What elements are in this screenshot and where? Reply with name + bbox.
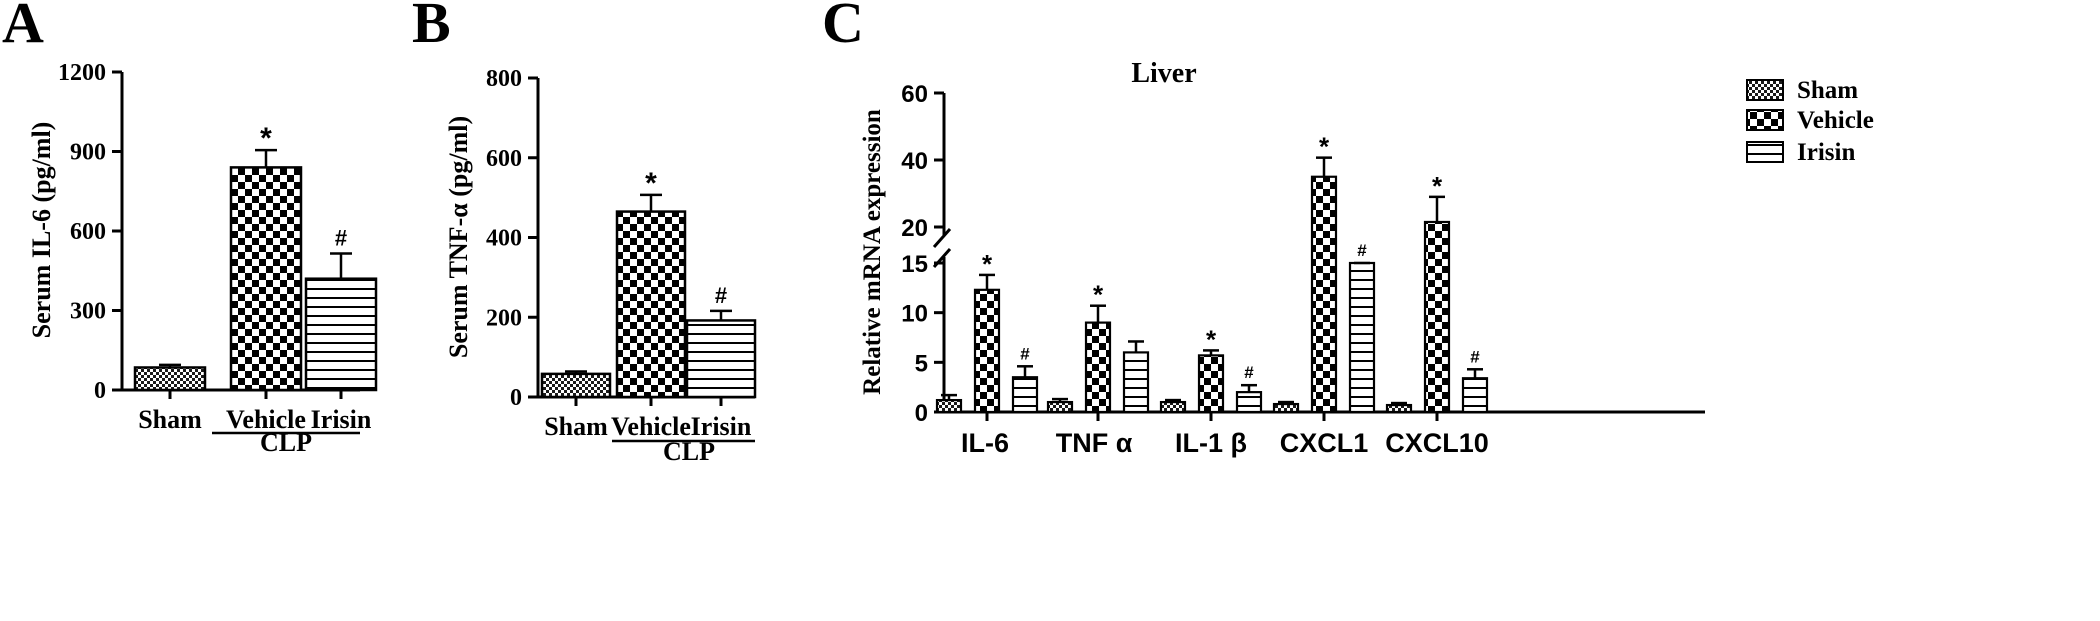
panel-a-chart: 0 300 600 900 1200 Sham Vehicle * Irisin #: [58, 60, 378, 435]
panel-a-y-tick-label: 1200: [58, 60, 106, 86]
panel-c-chart: 0 5 10 15 20 40 60 IL-6 * # TNF α * IL-1 β * # CXCL1 * # C…: [901, 81, 1705, 458]
panel-b-x-tick-label: Sham: [544, 412, 608, 441]
panel-c-bar-sham-il6: [935, 398, 963, 414]
panel-a-x-tick-label: Vehicle: [226, 405, 306, 434]
panel-c-y-axis-label: Relative mRNA expression: [859, 109, 886, 395]
panel-b-bar-irisin: [685, 319, 757, 399]
panel-c-y-tick-label: 40: [901, 148, 928, 175]
panel-b-bar-sham: [540, 372, 612, 399]
panel-a-x-tick-label: Irisin: [311, 405, 372, 434]
panel-c-bar-sham-tnf: [1046, 400, 1074, 414]
panel-b-y-tick-label: 600: [486, 146, 522, 172]
panel-c-y-tick-label: 10: [901, 301, 928, 328]
panel-a-y-tick-label: 900: [70, 140, 106, 166]
panel-c-significance-mark: *: [982, 249, 993, 279]
panel-c-y-tick-label: 60: [901, 81, 928, 108]
panel-c-y-tick-label: 0: [915, 400, 928, 427]
panel-b-y-tick-label: 200: [486, 305, 522, 331]
panel-b-bar-vehicle: [615, 210, 687, 399]
panel-c-y-tick-label: 20: [901, 215, 928, 242]
panel-a-significance-mark: *: [260, 122, 272, 155]
panel-b-chart: 0 200 400 600 800 Sham Vehicle * Irisin #: [486, 66, 757, 443]
panel-c-significance-mark: *: [1319, 132, 1330, 162]
panel-c-bar-sham-il1: [1159, 400, 1187, 414]
panel-c-bar-irisin-il6: [1011, 376, 1039, 414]
panel-c-significance-mark: *: [1093, 280, 1104, 310]
panel-b-y-tick-label: 400: [486, 226, 522, 252]
panel-b-y-tick-label: 0: [510, 385, 522, 411]
panel-a-y-axis-label: Serum IL-6 (pg/ml): [27, 122, 56, 339]
legend-swatch-vehicle: [1746, 109, 1784, 131]
panel-c-bar-sham-cxcl10: [1385, 403, 1413, 414]
panel-c-bar-vehicle-cxcl10: [1423, 220, 1451, 414]
panel-letter-c: C: [822, 0, 864, 55]
panel-b-significance-mark: *: [645, 167, 657, 200]
panel-c-x-tick-label: CXCL10: [1385, 428, 1489, 458]
panel-c-legend: Sham Vehicle Irisin: [1746, 77, 1874, 166]
legend-label-irisin: Irisin: [1797, 139, 1855, 166]
panel-a-significance-mark: #: [335, 226, 347, 251]
panel-c-bar-irisin-il1: [1235, 391, 1263, 414]
panel-a-y-tick-label: 600: [70, 219, 106, 245]
panel-c-bar-vehicle-il1: [1197, 354, 1225, 414]
panel-b-y-tick-label: 800: [486, 66, 522, 92]
panel-letter-a: A: [2, 0, 44, 55]
panel-c-x-tick-label: IL-1 β: [1175, 428, 1247, 458]
panel-c-x-tick-label: CXCL1: [1280, 428, 1369, 458]
panel-c-bar-irisin-cxcl10: [1461, 377, 1489, 414]
panel-c-title: Liver: [1131, 58, 1196, 89]
panel-a-bar-irisin: [304, 277, 378, 392]
panel-c-significance-mark: *: [1206, 324, 1217, 354]
panel-a-y-tick-label: 300: [70, 299, 106, 325]
panel-a-x-tick-label: Sham: [138, 405, 202, 434]
panel-b-x-tick-label: Vehicle: [611, 412, 691, 441]
panel-c-y-tick-label: 5: [915, 350, 928, 377]
legend-label-vehicle: Vehicle: [1797, 107, 1874, 134]
panel-c-x-tick-label: IL-6: [961, 428, 1009, 458]
panel-c-bar-irisin-cxcl1: [1348, 261, 1376, 414]
panel-c-bar-vehicle-il6: [973, 288, 1001, 414]
panel-c-bar-irisin-tnf: [1122, 351, 1150, 414]
panel-c-bar-sham-cxcl1: [1272, 402, 1300, 414]
panel-c-significance-mark: #: [1244, 363, 1254, 382]
legend-label-sham: Sham: [1797, 77, 1858, 104]
panel-c-significance-mark: #: [1470, 347, 1480, 366]
panel-c-bar-vehicle-cxcl1: [1310, 175, 1338, 414]
panel-a-y-tick-label: 0: [94, 378, 106, 404]
panel-b-y-axis-label: Serum TNF-α (pg/ml): [444, 116, 473, 358]
panel-b-x-tick-label: Irisin: [691, 412, 752, 441]
panel-c-axis-break-mark: [932, 228, 952, 248]
panel-b-significance-mark: #: [715, 283, 727, 308]
panel-c-significance-mark: #: [1020, 344, 1030, 363]
legend-swatch-irisin: [1746, 141, 1784, 163]
panel-c-significance-mark: #: [1357, 241, 1367, 260]
panel-letter-b: B: [412, 0, 451, 55]
panel-c-x-tick-label: TNF α: [1056, 428, 1133, 458]
panel-a-bar-vehicle: [229, 166, 303, 392]
legend-swatch-sham: [1746, 79, 1784, 101]
panel-a-bar-sham: [133, 366, 207, 392]
panel-c-y-tick-label: 15: [901, 251, 928, 278]
panel-c-significance-mark: *: [1432, 171, 1443, 201]
panel-c-bar-vehicle-tnf: [1084, 321, 1112, 414]
